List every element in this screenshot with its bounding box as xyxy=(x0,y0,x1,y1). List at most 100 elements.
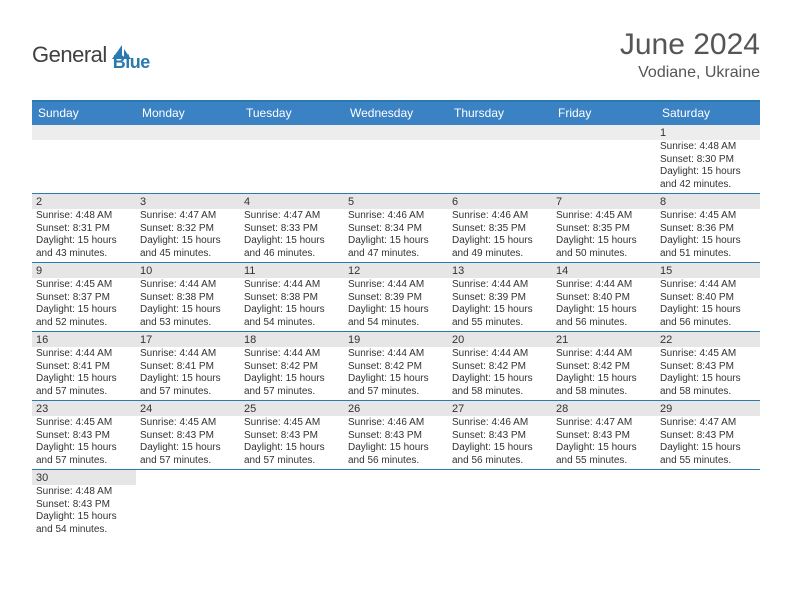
day-number-row: 30 xyxy=(32,470,760,485)
daylight-line: Daylight: 15 hours and 45 minutes. xyxy=(140,235,236,260)
day-number: 29 xyxy=(656,401,760,416)
day-number xyxy=(552,470,656,485)
sunset-line: Sunset: 8:39 PM xyxy=(348,292,444,305)
sunset-line: Sunset: 8:43 PM xyxy=(556,430,652,443)
day-body: Sunrise: 4:44 AMSunset: 8:38 PMDaylight:… xyxy=(240,278,344,331)
sunset-line: Sunset: 8:43 PM xyxy=(452,430,548,443)
daylight-line: Daylight: 15 hours and 56 minutes. xyxy=(556,304,652,329)
sunset-line: Sunset: 8:43 PM xyxy=(36,499,132,512)
daylight-line: Daylight: 15 hours and 42 minutes. xyxy=(660,166,756,191)
day-body xyxy=(240,140,344,193)
day-body: Sunrise: 4:44 AMSunset: 8:38 PMDaylight:… xyxy=(136,278,240,331)
day-number: 26 xyxy=(344,401,448,416)
day-body xyxy=(552,485,656,538)
logo: General Blue xyxy=(32,36,150,73)
title-block: June 2024 Vodiane, Ukraine xyxy=(620,28,760,82)
day-body: Sunrise: 4:46 AMSunset: 8:43 PMDaylight:… xyxy=(344,416,448,469)
day-body xyxy=(240,485,344,538)
sunrise-line: Sunrise: 4:44 AM xyxy=(556,348,652,361)
day-number: 27 xyxy=(448,401,552,416)
sunset-line: Sunset: 8:43 PM xyxy=(660,430,756,443)
daylight-line: Daylight: 15 hours and 57 minutes. xyxy=(36,373,132,398)
dow-cell: Monday xyxy=(136,102,240,125)
daylight-line: Daylight: 15 hours and 58 minutes. xyxy=(660,373,756,398)
day-body: Sunrise: 4:48 AMSunset: 8:30 PMDaylight:… xyxy=(656,140,760,193)
sunrise-line: Sunrise: 4:46 AM xyxy=(452,417,548,430)
sunset-line: Sunset: 8:42 PM xyxy=(556,361,652,374)
sunset-line: Sunset: 8:41 PM xyxy=(36,361,132,374)
daylight-line: Daylight: 15 hours and 51 minutes. xyxy=(660,235,756,260)
sunset-line: Sunset: 8:37 PM xyxy=(36,292,132,305)
day-body xyxy=(344,485,448,538)
day-body-row: Sunrise: 4:44 AMSunset: 8:41 PMDaylight:… xyxy=(32,347,760,401)
day-body-row: Sunrise: 4:48 AMSunset: 8:43 PMDaylight:… xyxy=(32,485,760,538)
day-number: 20 xyxy=(448,332,552,347)
daylight-line: Daylight: 15 hours and 46 minutes. xyxy=(244,235,340,260)
day-body: Sunrise: 4:46 AMSunset: 8:35 PMDaylight:… xyxy=(448,209,552,262)
daylight-line: Daylight: 15 hours and 57 minutes. xyxy=(244,373,340,398)
day-body xyxy=(344,140,448,193)
day-number: 14 xyxy=(552,263,656,278)
day-body: Sunrise: 4:44 AMSunset: 8:42 PMDaylight:… xyxy=(448,347,552,400)
day-body-row: Sunrise: 4:48 AMSunset: 8:30 PMDaylight:… xyxy=(32,140,760,194)
sunset-line: Sunset: 8:43 PM xyxy=(36,430,132,443)
sunrise-line: Sunrise: 4:45 AM xyxy=(36,279,132,292)
day-body: Sunrise: 4:45 AMSunset: 8:43 PMDaylight:… xyxy=(136,416,240,469)
sunset-line: Sunset: 8:40 PM xyxy=(660,292,756,305)
sunset-line: Sunset: 8:36 PM xyxy=(660,223,756,236)
day-number: 6 xyxy=(448,194,552,209)
daylight-line: Daylight: 15 hours and 57 minutes. xyxy=(36,442,132,467)
day-body: Sunrise: 4:45 AMSunset: 8:43 PMDaylight:… xyxy=(656,347,760,400)
day-number xyxy=(32,125,136,140)
day-number: 9 xyxy=(32,263,136,278)
sunrise-line: Sunrise: 4:47 AM xyxy=(556,417,652,430)
day-body: Sunrise: 4:45 AMSunset: 8:43 PMDaylight:… xyxy=(240,416,344,469)
weeks-container: 1Sunrise: 4:48 AMSunset: 8:30 PMDaylight… xyxy=(32,125,760,538)
page-header: General Blue June 2024 Vodiane, Ukraine xyxy=(0,0,792,92)
daylight-line: Daylight: 15 hours and 57 minutes. xyxy=(348,373,444,398)
sunrise-line: Sunrise: 4:44 AM xyxy=(244,279,340,292)
day-number: 7 xyxy=(552,194,656,209)
day-number-row: 9101112131415 xyxy=(32,263,760,278)
day-number: 25 xyxy=(240,401,344,416)
day-body: Sunrise: 4:47 AMSunset: 8:33 PMDaylight:… xyxy=(240,209,344,262)
day-body: Sunrise: 4:45 AMSunset: 8:43 PMDaylight:… xyxy=(32,416,136,469)
daylight-line: Daylight: 15 hours and 58 minutes. xyxy=(452,373,548,398)
daylight-line: Daylight: 15 hours and 58 minutes. xyxy=(556,373,652,398)
dow-cell: Friday xyxy=(552,102,656,125)
day-body xyxy=(448,140,552,193)
day-body xyxy=(552,140,656,193)
sunset-line: Sunset: 8:38 PM xyxy=(140,292,236,305)
sunrise-line: Sunrise: 4:48 AM xyxy=(36,210,132,223)
day-body: Sunrise: 4:44 AMSunset: 8:42 PMDaylight:… xyxy=(344,347,448,400)
days-of-week-row: SundayMondayTuesdayWednesdayThursdayFrid… xyxy=(32,102,760,125)
daylight-line: Daylight: 15 hours and 55 minutes. xyxy=(452,304,548,329)
day-body: Sunrise: 4:45 AMSunset: 8:35 PMDaylight:… xyxy=(552,209,656,262)
sunrise-line: Sunrise: 4:47 AM xyxy=(660,417,756,430)
sunrise-line: Sunrise: 4:45 AM xyxy=(556,210,652,223)
sunrise-line: Sunrise: 4:47 AM xyxy=(244,210,340,223)
day-number xyxy=(448,125,552,140)
sunset-line: Sunset: 8:41 PM xyxy=(140,361,236,374)
sunrise-line: Sunrise: 4:45 AM xyxy=(660,210,756,223)
day-body: Sunrise: 4:44 AMSunset: 8:39 PMDaylight:… xyxy=(448,278,552,331)
day-number-row: 2345678 xyxy=(32,194,760,209)
calendar: SundayMondayTuesdayWednesdayThursdayFrid… xyxy=(32,100,760,538)
sunset-line: Sunset: 8:43 PM xyxy=(660,361,756,374)
sunrise-line: Sunrise: 4:48 AM xyxy=(660,141,756,154)
day-number xyxy=(656,470,760,485)
daylight-line: Daylight: 15 hours and 57 minutes. xyxy=(244,442,340,467)
daylight-line: Daylight: 15 hours and 55 minutes. xyxy=(556,442,652,467)
daylight-line: Daylight: 15 hours and 56 minutes. xyxy=(452,442,548,467)
day-number xyxy=(344,125,448,140)
day-number: 2 xyxy=(32,194,136,209)
logo-text-1: General xyxy=(32,42,107,68)
day-body: Sunrise: 4:47 AMSunset: 8:32 PMDaylight:… xyxy=(136,209,240,262)
day-number xyxy=(240,125,344,140)
sunrise-line: Sunrise: 4:44 AM xyxy=(660,279,756,292)
sunset-line: Sunset: 8:34 PM xyxy=(348,223,444,236)
sunset-line: Sunset: 8:42 PM xyxy=(244,361,340,374)
day-number xyxy=(240,470,344,485)
day-number xyxy=(344,470,448,485)
day-number: 18 xyxy=(240,332,344,347)
